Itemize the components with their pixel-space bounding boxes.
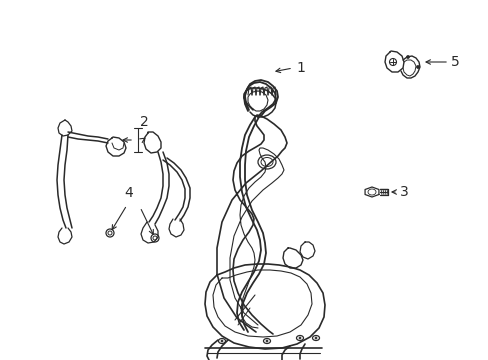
Ellipse shape	[221, 340, 223, 342]
Text: 5: 5	[450, 55, 459, 69]
Text: 2: 2	[140, 115, 148, 129]
Ellipse shape	[265, 340, 267, 342]
Text: 4: 4	[124, 186, 132, 200]
Ellipse shape	[298, 337, 301, 339]
Ellipse shape	[416, 66, 419, 68]
Text: 1: 1	[295, 61, 304, 75]
Ellipse shape	[314, 337, 316, 339]
Ellipse shape	[406, 55, 408, 58]
Text: 3: 3	[399, 185, 408, 199]
